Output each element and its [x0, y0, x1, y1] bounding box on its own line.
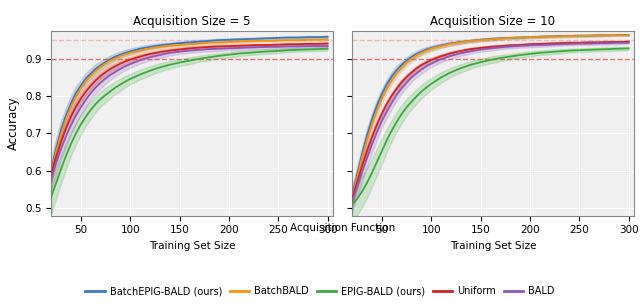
X-axis label: Training Set Size: Training Set Size	[148, 241, 235, 251]
X-axis label: Training Set Size: Training Set Size	[450, 241, 536, 251]
Y-axis label: Accuracy: Accuracy	[6, 96, 19, 150]
Legend: BatchEPIG-BALD (ours), BatchBALD, EPIG-BALD (ours), Uniform, BALD: BatchEPIG-BALD (ours), BatchBALD, EPIG-B…	[81, 282, 559, 300]
Title: Acquisition Size = 5: Acquisition Size = 5	[133, 15, 251, 28]
Text: Acquisition Function: Acquisition Function	[290, 223, 395, 233]
Title: Acquisition Size = 10: Acquisition Size = 10	[431, 15, 556, 28]
